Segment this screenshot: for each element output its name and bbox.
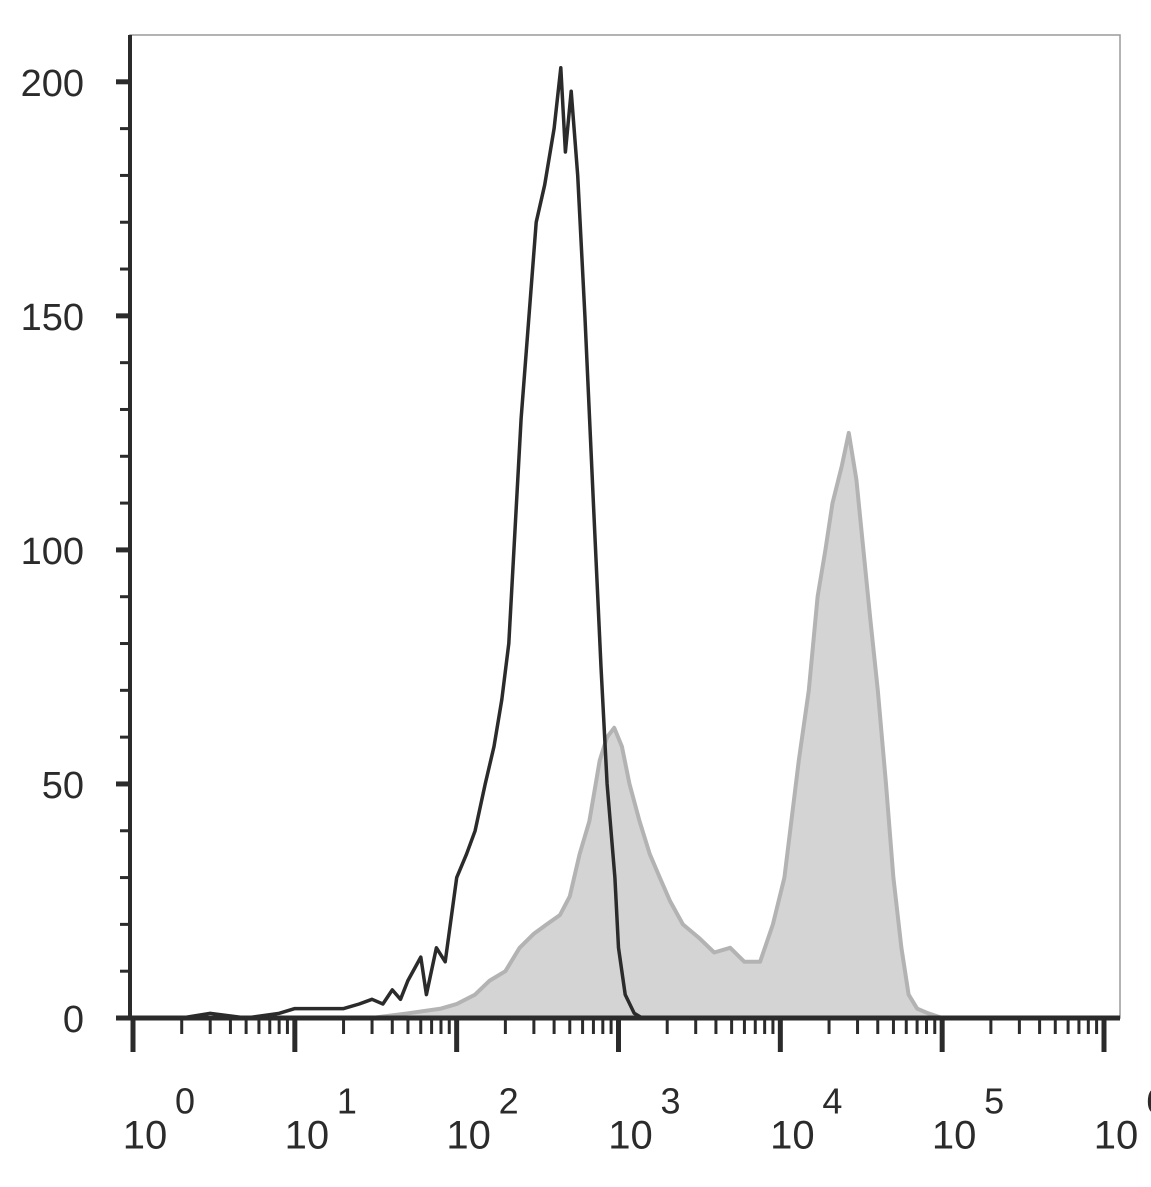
x-tick-exponent: 0	[175, 1081, 195, 1122]
histogram-line	[371, 430, 1104, 1020]
x-tick-exponent: 5	[984, 1081, 1004, 1122]
x-tick-exponent: 4	[822, 1081, 842, 1122]
histogram-line	[181, 66, 1104, 1020]
x-tick-exponent: 1	[337, 1081, 357, 1122]
y-tick-label: 50	[42, 765, 84, 807]
x-tick-exponent: 2	[499, 1081, 519, 1122]
x-tick-label: 10	[608, 1114, 653, 1158]
y-tick-label: 100	[21, 531, 84, 573]
x-tick-label: 10	[285, 1114, 330, 1158]
x-tick-label: 10	[1094, 1114, 1139, 1158]
x-tick-exponent: 6	[1146, 1081, 1151, 1122]
y-tick-label: 0	[63, 999, 84, 1041]
x-tick-label: 10	[123, 1114, 168, 1158]
y-tick-label: 150	[21, 297, 84, 339]
x-tick-exponent: 3	[660, 1081, 680, 1122]
y-tick-label: 200	[21, 63, 84, 105]
x-tick-label: 10	[932, 1114, 977, 1158]
x-tick-label: 10	[770, 1114, 815, 1158]
x-tick-label: 10	[446, 1114, 491, 1158]
